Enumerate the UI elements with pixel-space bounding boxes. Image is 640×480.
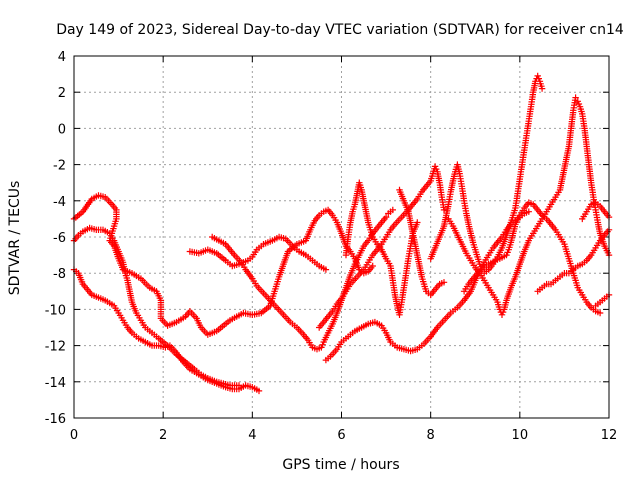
x-tick-label: 10 [512,428,529,443]
series-sat-j [427,72,546,277]
series-sat-k [396,186,448,299]
x-tick-label: 2 [159,428,167,443]
y-tick-label: -12 [45,340,66,355]
series-sat-f [316,163,448,331]
data-point-markers [460,199,604,317]
x-tick-label: 8 [427,428,435,443]
y-tick-label: 2 [58,86,66,101]
series-sat-i [342,179,421,318]
y-tick-label: -6 [53,231,66,246]
x-tick-label: 6 [337,428,345,443]
y-tick-label: -2 [53,159,66,174]
data-point-markers [579,199,613,223]
data-point-markers [316,163,448,331]
series-sat-m [534,226,613,295]
x-axis-label: GPS time / hours [282,457,399,473]
data-point-markers [396,186,448,299]
series-sat-n [579,199,613,223]
y-tick-label: -14 [45,376,66,391]
data-point-markers [534,226,613,295]
series-sat-l [460,199,604,317]
y-tick-label: -10 [45,303,66,318]
y-tick-label: 0 [58,122,66,137]
y-tick-label: -16 [45,412,66,427]
y-tick-label: 4 [58,50,66,65]
ticks-layer: 0 2 4 6 8 10 12 4 2 0 -2 -4 -6 -8 -10 -12 -14 -16 [45,50,618,443]
x-tick-label: 12 [601,428,618,443]
y-axis-label: SDTVAR / TECUs [7,181,23,296]
x-tick-label: 4 [248,428,256,443]
series-sat-d [186,233,330,273]
data-point-markers [427,72,546,277]
data-point-markers [186,233,330,273]
plot-frame [73,55,610,419]
data-point-markers [342,179,421,318]
y-tick-label: -8 [53,267,66,282]
y-tick-label: -4 [53,195,66,210]
x-tick-label: 0 [70,428,78,443]
data-layer [70,72,613,395]
chart-title: Day 149 of 2023, Sidereal Day-to-day VTE… [56,22,624,38]
